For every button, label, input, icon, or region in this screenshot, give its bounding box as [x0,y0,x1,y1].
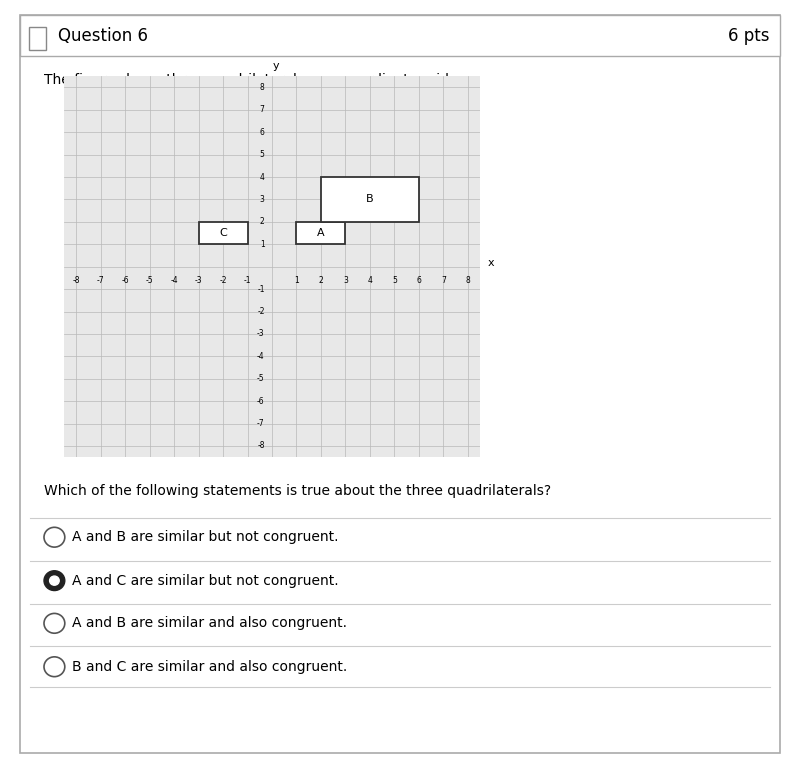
FancyBboxPatch shape [20,15,780,753]
Text: -3: -3 [257,329,265,338]
Text: -6: -6 [257,397,265,405]
Text: -8: -8 [73,276,80,285]
Text: -4: -4 [257,352,265,361]
Text: -1: -1 [257,285,265,293]
Bar [198,222,247,245]
Text: 4: 4 [367,276,372,285]
Text: -5: -5 [146,276,154,285]
Text: 6: 6 [416,276,422,285]
Text: 4: 4 [260,172,265,181]
Text: y: y [272,61,279,71]
Bar [321,177,419,222]
Text: -7: -7 [97,276,105,285]
Text: 1: 1 [260,240,265,248]
Circle shape [50,576,59,585]
Text: 3: 3 [343,276,348,285]
Text: -2: -2 [257,307,265,316]
Text: A and B are similar but not congruent.: A and B are similar but not congruent. [72,530,338,544]
Text: 8: 8 [260,83,265,92]
Text: 5: 5 [260,150,265,159]
Text: B and C are similar and also congruent.: B and C are similar and also congruent. [72,660,347,674]
Text: -5: -5 [257,374,265,383]
Text: 2: 2 [318,276,323,285]
FancyBboxPatch shape [29,27,46,50]
Text: A and B are similar and also congruent.: A and B are similar and also congruent. [72,616,347,630]
FancyBboxPatch shape [20,15,780,56]
Text: 8: 8 [466,276,470,285]
Text: -4: -4 [170,276,178,285]
Text: 6: 6 [260,128,265,136]
Text: 5: 5 [392,276,397,285]
Text: 1: 1 [294,276,299,285]
Text: A and C are similar but not congruent.: A and C are similar but not congruent. [72,574,338,588]
Text: B: B [366,194,374,204]
Text: 7: 7 [260,105,265,114]
Text: -3: -3 [194,276,202,285]
Text: A: A [317,228,325,238]
Circle shape [44,571,65,591]
Text: Question 6: Question 6 [58,27,147,45]
Text: Which of the following statements is true about the three quadrilaterals?: Which of the following statements is tru… [44,485,551,498]
Text: x: x [487,258,494,268]
Text: The figure shows three quadrilaterals on a coordinate grid:: The figure shows three quadrilaterals on… [44,73,454,87]
Text: 7: 7 [441,276,446,285]
Text: -7: -7 [257,419,265,428]
Text: 3: 3 [260,195,265,204]
Text: C: C [219,228,227,238]
Text: -6: -6 [122,276,129,285]
Bar [297,222,346,245]
Text: 2: 2 [260,217,265,226]
Text: -2: -2 [219,276,227,285]
Text: -8: -8 [257,441,265,450]
Text: -1: -1 [244,276,251,285]
Text: 6 pts: 6 pts [728,27,770,45]
